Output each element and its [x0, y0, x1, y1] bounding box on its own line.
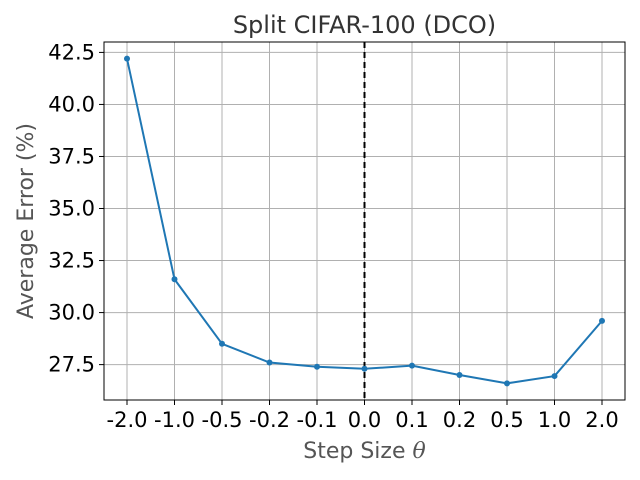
y-tick-label: 30.0 [48, 301, 95, 325]
y-tick-label: 27.5 [48, 353, 95, 377]
x-tick-label: 0.5 [490, 408, 523, 432]
y-tick-label: 40.0 [48, 92, 95, 116]
x-axis-label-text: Step Size [303, 439, 412, 464]
x-tick-label: -2.0 [107, 408, 148, 432]
x-axis-label-symbol: θ [413, 439, 426, 464]
data-point [266, 359, 273, 366]
y-axis-ticks: 27.5 30.0 32.5 35.0 37.5 40.0 42.5 [48, 40, 104, 377]
x-axis-ticks: -2.0 -1.0 -0.5 -0.2 -0.1 0.0 0.1 0.2 0.5 1.0 2.0 [107, 400, 619, 432]
y-tick-label: 32.5 [48, 249, 95, 273]
data-point [456, 372, 463, 379]
x-tick-label: 0.0 [348, 408, 381, 432]
chart-title: Split CIFAR-100 (DCO) [233, 11, 496, 39]
x-tick-label: 0.2 [443, 408, 476, 432]
x-tick-label: 0.1 [395, 408, 428, 432]
data-point [361, 365, 368, 372]
data-point [314, 363, 320, 370]
x-tick-label: -1.0 [154, 408, 195, 432]
data-point [504, 380, 510, 387]
x-tick-label: -0.1 [297, 408, 338, 432]
x-tick-label: -0.5 [202, 408, 243, 432]
x-tick-label: 1.0 [538, 408, 571, 432]
y-tick-label: 42.5 [48, 40, 95, 64]
data-point [599, 317, 605, 324]
x-tick-label: -0.2 [249, 408, 290, 432]
x-tick-label: 2.0 [585, 408, 618, 432]
y-tick-label: 37.5 [48, 144, 95, 168]
x-axis-label: Step Size θ [303, 439, 426, 464]
y-tick-label: 35.0 [48, 197, 95, 221]
data-point [409, 362, 415, 369]
data-point [219, 340, 225, 347]
data-point [124, 55, 130, 62]
series-group [124, 55, 605, 387]
y-axis-label: Average Error (%) [14, 123, 39, 319]
data-point [551, 373, 558, 380]
data-point [171, 276, 178, 283]
